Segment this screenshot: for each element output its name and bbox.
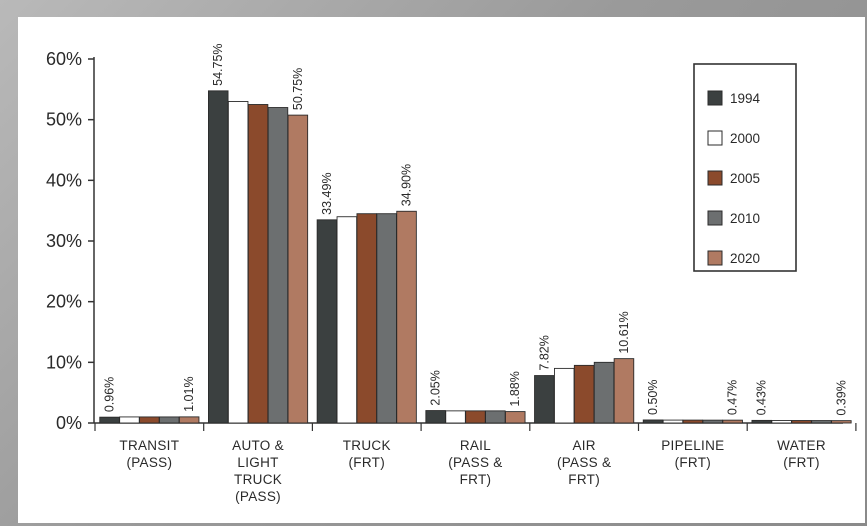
bar-2010 [811,420,832,424]
data-label: 10.61% [617,311,631,353]
bar-2010 [593,361,615,424]
legend: 1994 2000 2005 2010 2020 [693,63,797,272]
legend-label: 1994 [730,91,761,106]
bar-2010 [485,410,506,424]
bar-1994 [642,419,664,424]
category-label: PIPELINE (FRT) [661,438,724,470]
category-label: TRANSIT (PASS) [119,438,179,470]
legend-label: 2005 [730,171,760,186]
bar-2020 [613,358,635,424]
category-label-line: FRT) [568,472,600,487]
category-label-line: (FRT) [783,455,820,470]
bar-2020 [505,411,526,424]
bar-1994 [751,419,773,424]
bar-2000 [445,410,466,424]
data-label: 1.01% [182,376,196,411]
category-label-line: RAIL [460,438,491,453]
data-label: 7.82% [537,335,551,370]
bar-2000 [336,216,358,424]
category-label: RAIL (PASS & FRT) [448,438,502,487]
bar-2000 [227,101,249,424]
data-label: 1.88% [508,371,522,406]
bar-2005 [139,416,160,424]
bar-2005 [247,104,269,424]
legend-swatch-2000 [707,130,723,146]
bar-2000 [119,416,140,424]
bar-2000 [662,419,684,424]
bar-2020 [831,420,852,424]
bar-1994 [534,375,555,424]
category-label-line: TRUCK [234,472,282,487]
bars [99,90,852,424]
category-label-line: AIR [572,438,595,453]
legend-swatch-2020 [707,250,723,266]
bar-1994 [207,90,229,424]
y-tick-label: 40% [46,170,82,190]
y-tick-label: 50% [46,110,82,130]
bar-2005 [682,419,704,424]
bar-2020 [722,419,743,424]
y-tick-label: 60% [46,49,82,69]
bar-chart: 0% 10% 20% 30% 40% 50% 60% 0.96% 1.01% 54.75% 50.… [46,43,857,504]
category-label-line: AUTO & [232,438,284,453]
bar-2010 [702,419,724,424]
chart-panel: 0% 10% 20% 30% 40% 50% 60% 0.96% 1.01% 54.75% 50.… [18,17,865,523]
category-label: TRUCK (FRT) [343,438,391,470]
category-label: AIR (PASS & FRT) [557,438,611,487]
category-label: AUTO & LIGHT TRUCK (PASS) [232,438,284,504]
bar-2010 [267,107,289,424]
bar-2005 [791,420,812,424]
data-label: 0.96% [103,377,117,412]
data-label: 0.43% [755,380,769,415]
legend-label: 2010 [730,211,760,226]
data-label: 2.05% [429,370,443,405]
bar-2010 [158,416,180,424]
bar-2005 [356,213,378,424]
data-label: 0.50% [646,380,660,415]
category-label-line: (PASS) [126,455,172,470]
category-label: WATER (FRT) [777,438,826,470]
bar-2020 [178,416,200,424]
category-label-line: (PASS & [448,455,502,470]
bar-2005 [465,410,486,424]
legend-swatch-1994 [707,90,723,106]
bar-1994 [425,410,446,424]
category-label-line: TRUCK [343,438,391,453]
bar-2005 [573,364,595,424]
category-label-line: (PASS) [235,489,281,504]
bar-1994 [316,219,338,424]
bar-1994 [99,416,120,424]
bar-2000 [771,420,792,424]
data-label: 33.49% [320,172,334,214]
data-labels: 0.96% 1.01% 54.75% 50.75% 33.49% 34.90% 2.05% 1… [103,43,849,415]
category-label-line: TRANSIT [119,438,179,453]
data-label: 0.39% [834,380,848,415]
data-label: 34.90% [400,164,414,206]
legend-label: 2020 [730,251,760,266]
category-label-line: (PASS & [557,455,611,470]
y-tick-label: 10% [46,352,82,372]
data-label: 50.75% [291,68,305,110]
category-label-line: LIGHT [237,455,278,470]
y-tick-label: 20% [46,292,82,312]
data-label: 54.75% [211,43,225,85]
bar-2020 [396,210,417,424]
category-label-line: WATER [777,438,826,453]
y-tick-label: 0% [56,413,82,433]
category-label-line: FRT) [460,472,492,487]
category-label-line: (FRT) [349,455,386,470]
category-labels: TRANSIT (PASS) AUTO & LIGHT TRUCK (PASS) TRUCK… [119,438,826,504]
bar-2000 [554,367,575,424]
category-label-line: (FRT) [675,455,712,470]
category-label-line: PIPELINE [661,438,724,453]
bar-2010 [376,213,397,424]
y-tick-label: 30% [46,231,82,251]
data-label: 0.47% [726,380,740,415]
legend-swatch-2010 [707,210,723,226]
legend-label: 2000 [730,131,760,146]
legend-swatch-2005 [707,170,723,186]
bar-2020 [287,114,309,424]
